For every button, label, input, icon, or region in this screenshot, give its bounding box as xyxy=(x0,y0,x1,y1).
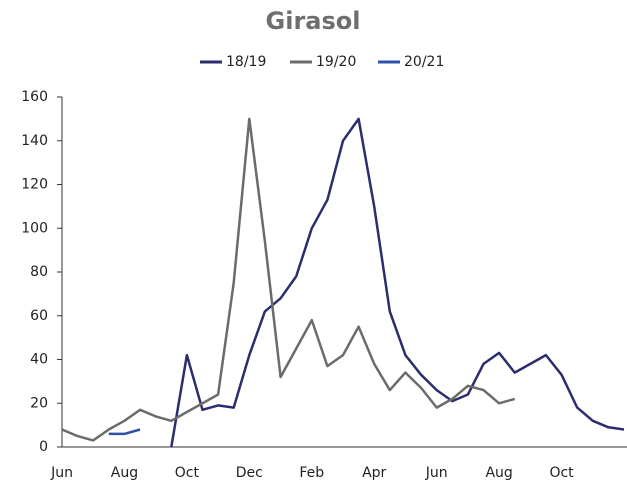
chart-title: Girasol xyxy=(266,7,361,35)
y-tick-label: 40 xyxy=(30,352,48,368)
legend-label: 19/20 xyxy=(316,54,356,70)
x-tick-label: Feb xyxy=(299,465,324,481)
y-tick-label: 60 xyxy=(30,308,48,324)
x-tick-label: Aug xyxy=(111,465,138,481)
y-tick-label: 160 xyxy=(21,89,48,105)
x-tick-label: Oct xyxy=(549,465,574,481)
x-tick-label: Aug xyxy=(485,465,512,481)
y-tick-label: 100 xyxy=(21,220,48,236)
x-tick-label: Apr xyxy=(362,465,386,481)
series-line xyxy=(170,117,625,448)
y-tick-label: 20 xyxy=(30,395,48,411)
x-tick-label: Jun xyxy=(50,465,73,481)
series-line xyxy=(61,117,516,442)
y-tick-label: 120 xyxy=(21,177,48,193)
legend-label: 20/21 xyxy=(404,54,444,70)
y-tick-label: 80 xyxy=(30,264,48,280)
x-tick-label: Jun xyxy=(425,465,448,481)
x-tick-label: Dec xyxy=(236,465,263,481)
y-tick-label: 140 xyxy=(21,133,48,149)
legend-label: 18/19 xyxy=(226,54,266,70)
x-tick-label: Oct xyxy=(175,465,200,481)
y-tick-label: 0 xyxy=(39,439,48,455)
series-line xyxy=(108,428,141,436)
